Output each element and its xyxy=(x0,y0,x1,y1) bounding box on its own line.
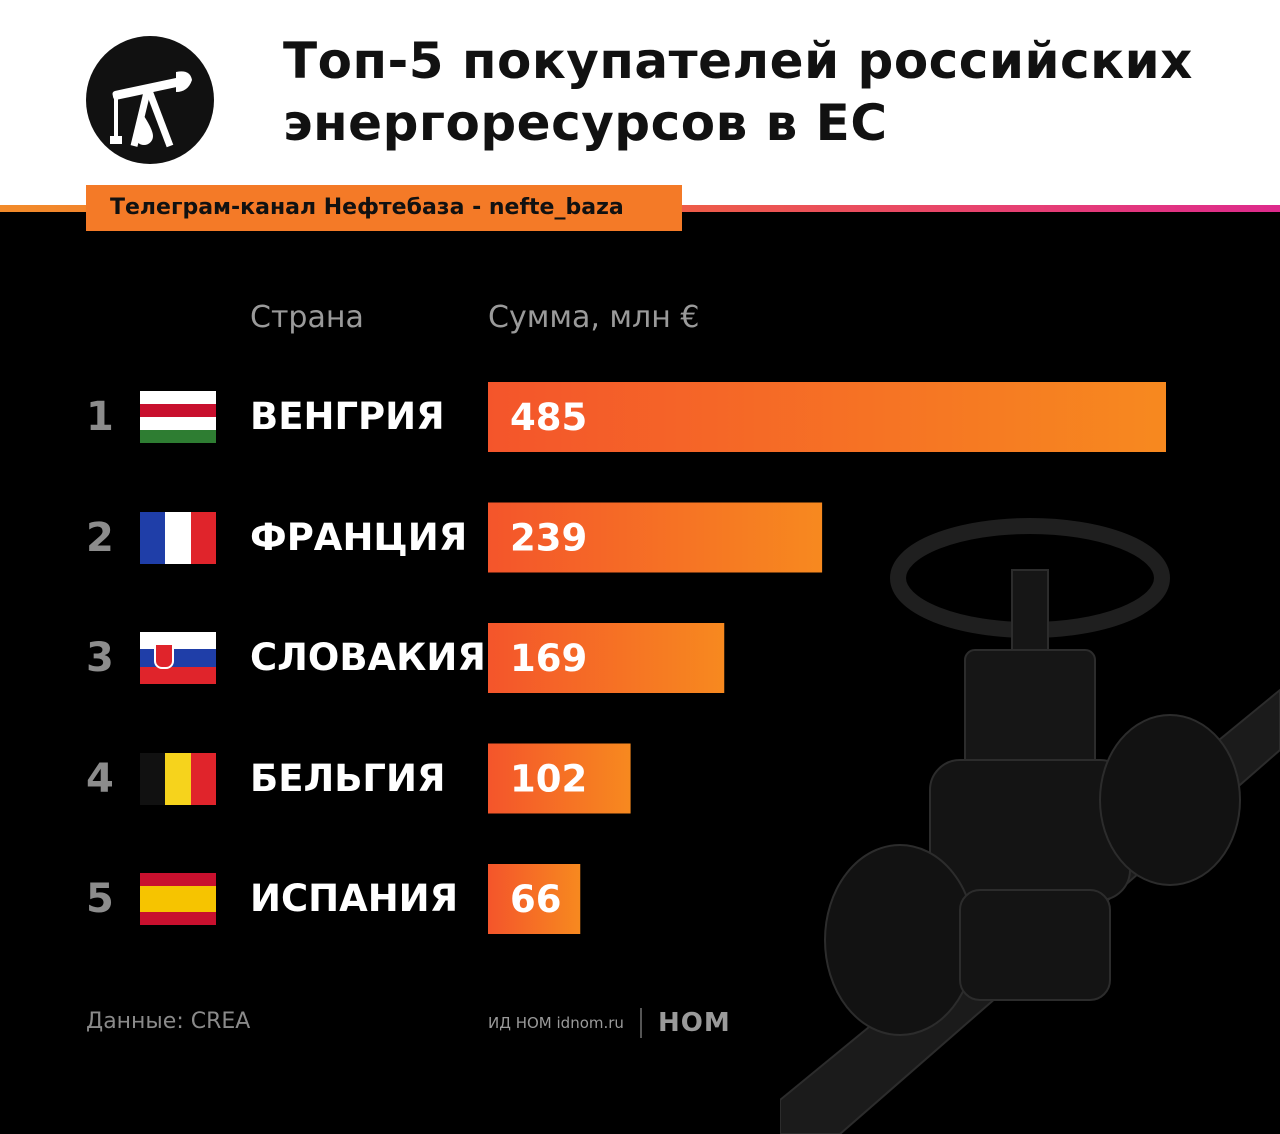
bar xyxy=(488,382,1166,452)
page-title: Топ-5 покупателей российских энергоресур… xyxy=(283,30,1243,154)
bar-value-label: 485 xyxy=(510,396,587,439)
publisher-logo: НОМ xyxy=(658,1008,731,1038)
title-line-1: Топ-5 покупателей российских xyxy=(283,32,1193,90)
country-label: ФРАНЦИЯ xyxy=(250,515,468,559)
title-line-2: энергоресурсов в ЕС xyxy=(283,94,888,152)
hungary-flag-icon xyxy=(140,391,216,443)
bar xyxy=(488,502,823,573)
header: Топ-5 покупателей российских энергоресур… xyxy=(0,0,1280,205)
rank-number: 5 xyxy=(86,876,114,922)
oil-pump-icon xyxy=(86,36,214,164)
country-label: СЛОВАКИЯ xyxy=(250,636,486,679)
rank-number: 4 xyxy=(86,755,114,802)
spain-flag-icon xyxy=(140,873,216,925)
bar xyxy=(488,864,581,934)
valve-illustration xyxy=(780,518,1280,1134)
rank-number: 1 xyxy=(86,394,114,440)
bar xyxy=(488,623,725,693)
publisher-divider xyxy=(640,1008,642,1038)
bar-value-label: 102 xyxy=(510,758,587,801)
column-header-amount: Сумма, млн € xyxy=(488,300,700,335)
bar xyxy=(488,743,631,814)
publisher-text: ИД НОМ idnom.ru xyxy=(488,1014,624,1032)
country-label: БЕЛЬГИЯ xyxy=(250,756,446,800)
bar-value-label: 66 xyxy=(510,878,562,921)
channel-tag: Телеграм-канал Нефтебаза - nefte_baza xyxy=(86,185,682,231)
bar-value-label: 169 xyxy=(510,637,587,680)
bar-value-label: 239 xyxy=(510,517,587,560)
slovakia-flag-icon xyxy=(140,632,216,684)
column-header-country: Страна xyxy=(250,300,364,335)
rank-number: 2 xyxy=(86,514,114,561)
country-label: ИСПАНИЯ xyxy=(250,877,459,920)
rank-number: 3 xyxy=(86,635,114,681)
data-source: Данные: CREA xyxy=(86,1009,251,1034)
belgium-flag-icon xyxy=(140,752,216,805)
country-label: ВЕНГРИЯ xyxy=(250,395,445,438)
france-flag-icon xyxy=(140,511,216,564)
